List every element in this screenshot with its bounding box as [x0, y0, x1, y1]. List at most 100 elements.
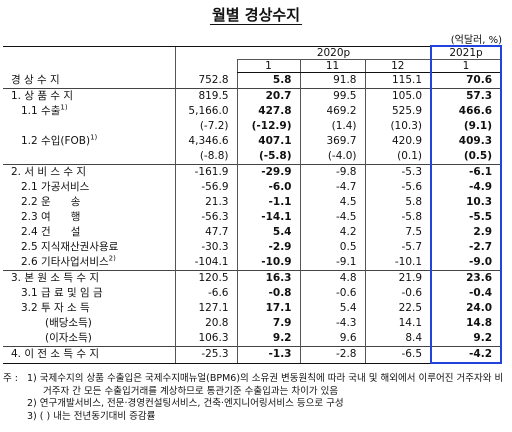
table-row: 4. 이 전 소 득 수 지 -25.3 -1.3 -2.8 -6.5 -4.2: [3, 346, 503, 364]
cell: 5.4: [299, 301, 365, 316]
cell: (0.5): [430, 149, 503, 165]
cell: 115.1: [364, 72, 432, 89]
cell: 819.5: [174, 88, 237, 104]
row-label-text: 2.6 기타사업서비스: [21, 256, 109, 268]
header-cell: 11: [299, 59, 365, 73]
cell: -6.1: [430, 164, 503, 180]
table-row: (이자소득) 106.3 9.2 9.6 8.4 9.2: [3, 331, 503, 347]
table-row: 2.1 가공서비스 -56.9 -6.0 -4.7 -5.6 -4.9: [3, 180, 503, 195]
row-label-text: 4. 이 전 소 득 수 지: [11, 348, 100, 361]
cell: -6.6: [174, 286, 237, 301]
header-cell: 2021p: [430, 45, 503, 60]
row-label-text: 3.2 투 자 소 득: [21, 302, 90, 314]
row-label: 경 상 수 지: [3, 73, 175, 89]
cell: 20.7: [236, 88, 300, 104]
cell: -30.3: [174, 240, 237, 255]
cell: -25.3: [174, 346, 237, 364]
cell: 120.5: [174, 270, 237, 286]
table-row: 2.2 운 송 21.3 -1.1 4.5 5.8 10.3: [3, 195, 503, 210]
cell: 24.0: [430, 301, 503, 316]
row-label: 1.2 수입(FOB)1): [3, 134, 175, 149]
cell: -4.7: [299, 180, 365, 195]
cell: -0.4: [430, 286, 503, 301]
notes-prefix: 주 :: [3, 373, 18, 384]
cell: 5.8: [236, 72, 300, 89]
row-label: 1.1 수출1): [3, 104, 175, 119]
header-cell: [174, 45, 237, 73]
cell: 8.4: [364, 331, 432, 347]
cell: -4.3: [299, 316, 365, 331]
cell: 4.8: [299, 270, 365, 286]
table-row: 2.5 지식재산권사용료 -30.3 -2.9 0.5 -5.7 -2.7: [3, 240, 503, 255]
notes-list: 1) 국제수지의 상품 수출입은 국제수지매뉴얼(BPM6)의 소유권 변동원칙…: [3, 373, 508, 423]
cell: -1.3: [236, 346, 300, 364]
table-row: (배당소득) 20.8 7.9 -4.3 14.1 14.8: [3, 316, 503, 331]
cell: -56.9: [174, 180, 237, 195]
cell: (-5.8): [236, 149, 300, 165]
table-row: 경 상 수 지 752.8 5.8 91.8 115.1 70.6: [3, 72, 503, 89]
table-header: 2020p 2021p 1 11 12 1: [3, 45, 503, 73]
row-label: 2.3 여 행: [3, 210, 175, 225]
title: 월별 경상수지: [0, 4, 512, 25]
row-label-text: 2.3 여 행: [21, 211, 81, 223]
cell: -14.1: [236, 210, 300, 225]
cell: 525.9: [364, 104, 432, 119]
note-item: 2) 연구개발서비스, 전문·경영컨설팅서비스, 건축·엔지니어링서비스 등으로…: [27, 398, 344, 409]
footnote-mark: 1): [60, 104, 68, 112]
cell: 5,166.0: [174, 104, 237, 119]
cell: 91.8: [299, 72, 365, 89]
cell: -10.1: [364, 255, 432, 271]
cell: -0.8: [236, 286, 300, 301]
cell: 22.5: [364, 301, 432, 316]
cell: -5.3: [364, 164, 432, 180]
cell: 407.1: [236, 134, 300, 149]
table: 2020p 2021p 1 11 12 1 경 상 수 지 752.8 5.8 91.…: [3, 45, 503, 364]
cell: (10.3): [364, 119, 432, 134]
cell: 14.8: [430, 316, 503, 331]
notes: 주 : 1) 국제수지의 상품 수출입은 국제수지매뉴얼(BPM6)의 소유권 …: [3, 373, 508, 423]
cell: 47.7: [174, 225, 237, 240]
title-text: 월별 경상수지: [209, 6, 303, 25]
header-cell: [3, 45, 175, 73]
cell: (-8.8): [174, 149, 237, 165]
header-cell: 2020p: [237, 45, 432, 60]
row-label-text: 2.4 건 설: [21, 226, 81, 238]
cell: -6.5: [364, 346, 432, 364]
cell: -1.1: [236, 195, 300, 210]
cell: -4.2: [430, 346, 503, 364]
cell: 9.2: [236, 331, 300, 347]
cell: 14.1: [364, 316, 432, 331]
cell: 4,346.6: [174, 134, 237, 149]
cell: 0.5: [299, 240, 365, 255]
row-label-text: 1.1 수출: [21, 105, 61, 117]
row-label-text: 2.5 지식재산권사용료: [21, 241, 119, 253]
cell: -2.9: [236, 240, 300, 255]
row-label: 3.1 급 료 및 임 금: [3, 286, 175, 301]
row-label-text: 2.2 운 송: [21, 196, 81, 208]
table-row: 2.3 여 행 -56.3 -14.1 -4.5 -5.8 -5.5: [3, 210, 503, 225]
table-row: 2.4 건 설 47.7 5.4 4.2 7.5 2.9: [3, 225, 503, 240]
table-row: 1. 상 품 수 지 819.5 20.7 99.5 105.0 57.3: [3, 88, 503, 104]
cell: -9.1: [299, 255, 365, 271]
cell: 9.2: [430, 331, 503, 347]
table-row: 3.2 투 자 소 득 127.1 17.1 5.4 22.5 24.0: [3, 301, 503, 316]
cell: 20.8: [174, 316, 237, 331]
row-label: 2.4 건 설: [3, 225, 175, 240]
row-label: 3. 본 원 소 득 수 지: [3, 270, 175, 286]
row-label: (배당소득): [3, 316, 175, 331]
row-label: 2. 서 비 스 수 지: [3, 164, 175, 180]
cell: -0.6: [364, 286, 432, 301]
cell: 106.3: [174, 331, 237, 347]
table-row: (-8.8) (-5.8) (-4.0) (0.1) (0.5): [3, 149, 503, 165]
cell: 7.5: [364, 225, 432, 240]
cell: -6.0: [236, 180, 300, 195]
table-row: 1.1 수출1) 5,166.0 427.8 469.2 525.9 466.6: [3, 104, 503, 119]
table-row: 2. 서 비 스 수 지 -161.9 -29.9 -9.8 -5.3 -6.1: [3, 164, 503, 180]
cell: 4.2: [299, 225, 365, 240]
cell: 466.6: [430, 104, 503, 119]
cell: 99.5: [299, 88, 365, 104]
cell: -5.5: [430, 210, 503, 225]
cell: -0.6: [299, 286, 365, 301]
cell: -2.7: [430, 240, 503, 255]
cell: 57.3: [430, 88, 503, 104]
